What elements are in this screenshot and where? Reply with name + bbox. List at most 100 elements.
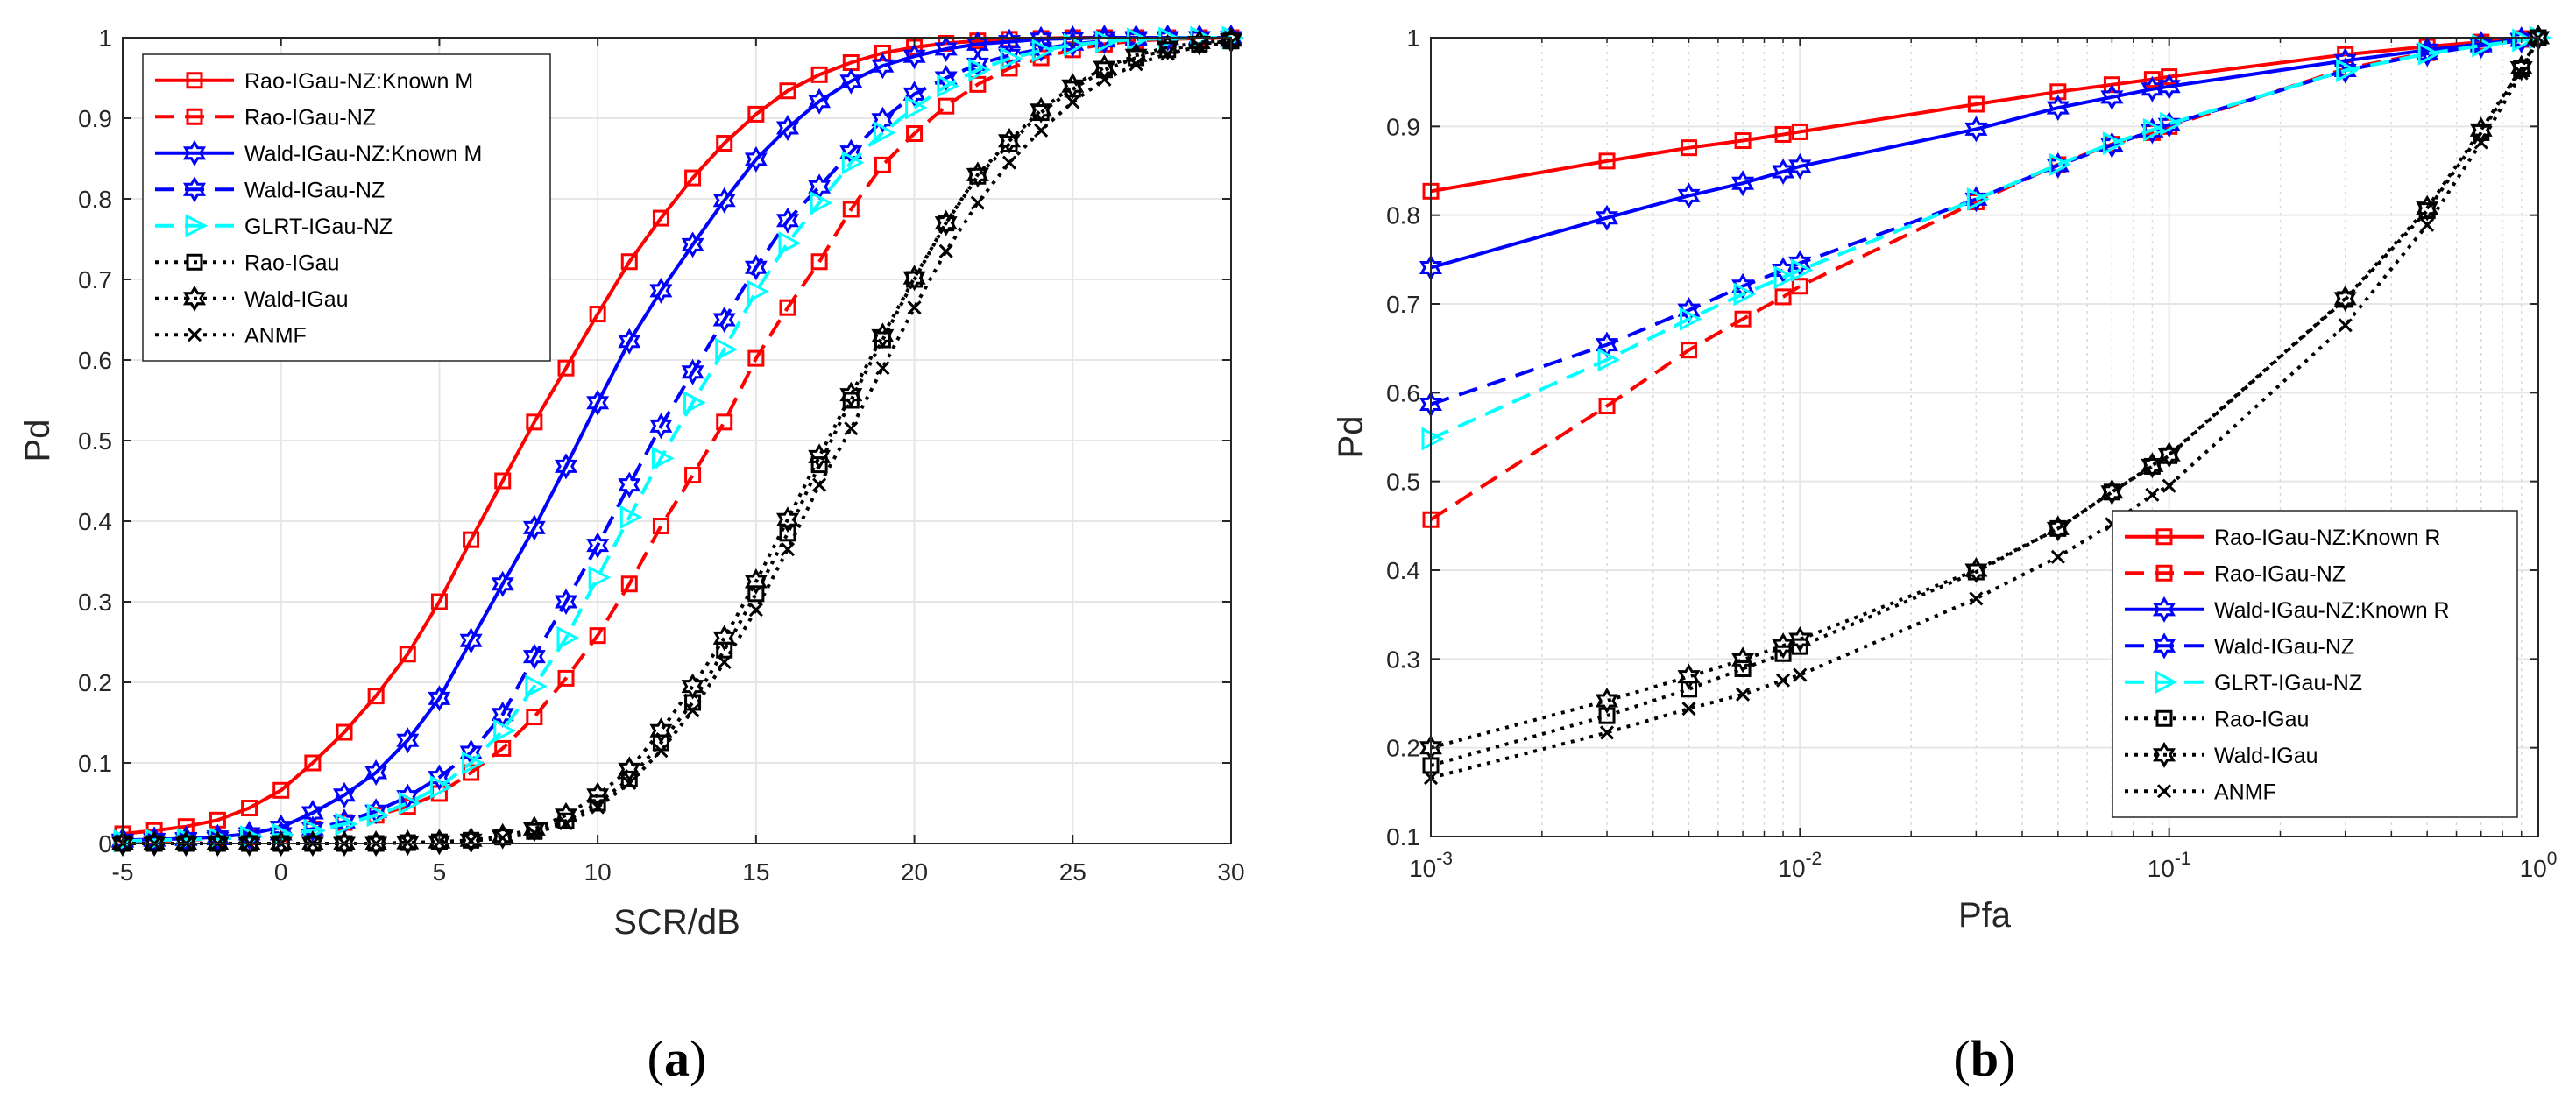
chart-b-series-2-point-5: [1788, 152, 1812, 180]
chart-b-series-4-point-11: [2336, 59, 2359, 82]
chart-a-series-0-point-18: [684, 169, 702, 187]
chart-b-series-2-point-7: [2046, 95, 2070, 122]
chart-a-panel-label-close: ): [690, 1030, 706, 1087]
chart-b-grid: [1430, 37, 2539, 837]
chart-a-y-tick-label-4: 0.4: [78, 508, 112, 535]
chart-a-series-0-point-13: [526, 413, 543, 431]
chart-a-series-3-point-14: [554, 589, 578, 615]
chart-a-series-6-point-4: [237, 829, 261, 858]
chart-a-series-0-point-24: [874, 44, 891, 61]
chart-b-series-5-point-3: [1734, 660, 1752, 677]
chart-a-series-6-point-22: [808, 443, 832, 470]
chart-a-series-0-point-7: [336, 723, 353, 741]
chart-b-y-tick-label-9: 1: [1406, 25, 1420, 52]
chart-a-series-7-point-15: [591, 800, 605, 815]
chart-b-series-4-point-1: [1597, 348, 1621, 372]
chart-a-series-6-point-0: [110, 830, 135, 857]
chart-b-series-0-point-1: [1598, 152, 1616, 170]
chart-a-series-1-point-15: [589, 627, 606, 645]
chart-a-series-4-point-30: [1063, 32, 1086, 57]
chart-a-series-4-point-22: [810, 191, 833, 215]
chart-a-x-axis-label: SCR/dB: [613, 903, 740, 942]
chart-b-series-4: [1421, 25, 2552, 451]
chart-a-legend: Rao-IGau-NZ:Known M Rao-IGau-NZ Wald-IGau-…: [142, 53, 551, 362]
chart-b-series-0-point-5: [1791, 123, 1808, 140]
chart-a-x-tick-label-6: 25: [1059, 858, 1086, 886]
chart-b-y-tick-label-8: 0.9: [1386, 113, 1420, 140]
chart-a-series-2-point-9: [396, 727, 420, 754]
chart-b-series-4-point-12: [2417, 41, 2441, 66]
chart-b-series-5-point-5: [1791, 638, 1808, 655]
chart-b-series-7-point-2: [1681, 702, 1696, 716]
chart-a-x-tick-label-4: 15: [742, 858, 769, 886]
chart-a-series-4-point-26: [937, 74, 959, 98]
chart-a-series-7-point-29: [1034, 123, 1049, 138]
chart-a-x-tick-label-1: 0: [274, 858, 288, 886]
chart-a-series-1-point-12: [494, 739, 512, 757]
chart-a-legend-label-4: GLRT-IGau-NZ: [244, 215, 393, 239]
chart-a-series-4-point-11: [462, 751, 485, 775]
chart-b-series-2-line: [1430, 36, 2539, 270]
chart-a-series-6-point-28: [997, 127, 1022, 154]
chart-b-legend-marker-4: [2155, 670, 2178, 695]
chart-a-series-4-line: [122, 36, 1231, 843]
chart-a-series-5-point-16: [620, 770, 638, 787]
chart-b-series-4-point-13: [2472, 33, 2495, 58]
chart-b-y-tick-label-5: 0.6: [1386, 379, 1420, 406]
chart-a-series-3-point-24: [871, 106, 895, 133]
chart-a-series-2-point-19: [712, 187, 736, 214]
chart-a-series-7-point-13: [527, 825, 541, 841]
chart-a-series-2-point-25: [902, 43, 926, 70]
chart-a-legend-marker-5: [186, 253, 203, 271]
chart-b-series-6-point-10: [2157, 441, 2181, 469]
chart-a-series-7-point-18: [685, 703, 700, 718]
chart-a-series-2-point-11: [459, 627, 483, 654]
chart-b-legend-label-6: Wald-IGau: [2214, 744, 2318, 768]
chart-a-series-2-point-21: [775, 115, 800, 141]
chart-a-series-1-point-13: [526, 709, 543, 726]
chart-a-series-4-point-15: [588, 565, 612, 589]
chart-b-series-6-point-14: [2509, 54, 2533, 81]
chart-b-series-7-point-9: [2145, 487, 2160, 502]
chart-a-series-0-point-6: [304, 754, 322, 772]
chart-a-series-2-point-13: [522, 514, 546, 541]
chart-a-series-6-point-23: [839, 381, 863, 408]
chart-a-series-0-point-22: [810, 66, 828, 83]
chart-a-series-2-point-12: [491, 570, 514, 597]
chart-b-series-7-point-6: [1969, 591, 1984, 606]
chart-a-series-3-point-25: [902, 81, 926, 108]
chart-a-series-1-point-26: [938, 97, 955, 115]
chart-b-x-tick-label-1: 10-2: [1778, 849, 1822, 882]
chart-a-series-3-point-16: [618, 471, 641, 498]
chart-b-legend-label-1: Rao-IGau-NZ: [2214, 561, 2346, 586]
chart-a-series-0-point-11: [463, 531, 480, 548]
chart-b-series-4-point-0: [1421, 427, 1445, 451]
chart-b-series-7: [1423, 30, 2546, 786]
chart-a-series-7-point-31: [1097, 72, 1112, 87]
chart-b-series-4-point-9: [2142, 117, 2166, 142]
chart-b-x-tick-label-base: 10: [1409, 855, 1436, 882]
chart-a-series-6-point-33: [1156, 33, 1179, 61]
chart-a-series-0-point-5: [272, 781, 290, 799]
chart-b-series-2-point-2: [1677, 182, 1701, 209]
chart-b-legend-label-2: Wald-IGau-NZ:Known R: [2214, 598, 2450, 623]
chart-a-series-1-point-17: [652, 518, 669, 535]
chart-b-series-1-point-4: [1774, 288, 1792, 306]
chart-a-series-2-point-14: [554, 453, 578, 480]
chart-a-series-7-point-17: [654, 744, 669, 759]
chart-a-series-6-point-29: [1030, 96, 1053, 124]
chart-b-legend-marker-6: [2152, 741, 2176, 768]
chart-a-series-7-point-22: [812, 477, 827, 492]
chart-a-legend-label-0: Rao-IGau-NZ:Known M: [244, 69, 473, 94]
chart-a-series-6-point-12: [491, 822, 514, 850]
chart-b-axes-box: [1430, 37, 2539, 837]
chart-b-series-0-point-10: [2161, 68, 2178, 86]
chart-a-series-7-point-16: [622, 775, 637, 791]
chart-a-series-3-point-21: [775, 207, 800, 234]
chart-a-series-5-point-22: [810, 456, 828, 474]
chart-b-y-tick-label-2: 0.3: [1386, 646, 1420, 673]
chart-b-series-2-point-8: [2100, 83, 2124, 110]
chart-b-panel-label-close: ): [1999, 1030, 2015, 1087]
chart-a-series-6-point-10: [428, 829, 451, 856]
